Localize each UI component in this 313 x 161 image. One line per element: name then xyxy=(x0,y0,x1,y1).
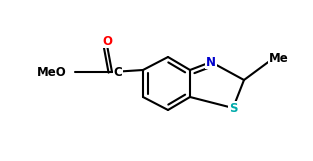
Text: C: C xyxy=(114,66,122,79)
Text: Me: Me xyxy=(269,52,289,65)
Text: O: O xyxy=(102,34,112,47)
Text: MeO: MeO xyxy=(37,66,67,79)
Text: S: S xyxy=(229,101,237,114)
Text: N: N xyxy=(206,56,216,68)
